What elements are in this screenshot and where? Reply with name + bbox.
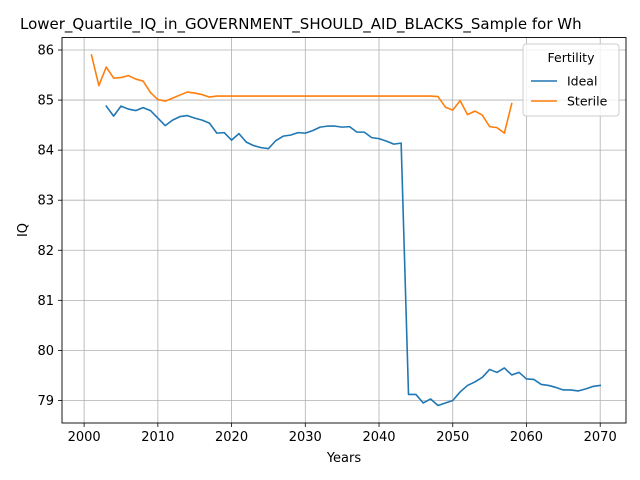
- legend-label-ideal: Ideal: [567, 74, 597, 89]
- x-axis: 2000 2010 2020 2030 2040 2050 2060 2070: [68, 423, 617, 445]
- series-line-ideal: [105, 104, 602, 407]
- y-tick-label: 79: [37, 394, 54, 409]
- y-tick-label: 83: [37, 194, 54, 209]
- y-tick-label: 82: [37, 244, 54, 259]
- x-axis-label: Years: [326, 451, 362, 466]
- x-tick-label: 2020: [215, 430, 248, 445]
- legend-label-sterile: Sterile: [567, 94, 608, 109]
- chart-title: Lower_Quartile_IQ_in_GOVERNMENT_SHOULD_A…: [20, 15, 582, 34]
- legend-title: Fertility: [548, 50, 596, 65]
- y-tick-label: 84: [37, 144, 54, 159]
- x-tick-label: 2050: [436, 430, 469, 445]
- x-tick-label: 2030: [289, 430, 322, 445]
- y-axis: 79 80 81 82 83 84 85 86: [37, 44, 62, 409]
- y-tick-label: 80: [37, 344, 54, 359]
- y-tick-label: 81: [37, 294, 54, 309]
- x-tick-label: 2040: [362, 430, 395, 445]
- y-tick-label: 86: [37, 44, 54, 59]
- plot-frame: [61, 37, 627, 424]
- x-tick-label: 2070: [584, 430, 617, 445]
- series-line-sterile: [90, 54, 513, 134]
- x-tick-label: 2000: [68, 430, 101, 445]
- x-tick-label: 2060: [510, 430, 543, 445]
- legend-box: [522, 43, 620, 117]
- series-layer: [90, 54, 602, 407]
- y-axis-label: IQ: [16, 223, 31, 237]
- y-tick-label: 85: [37, 94, 54, 109]
- x-tick-label: 2010: [141, 430, 174, 445]
- legend: Fertility Ideal Sterile: [522, 43, 620, 117]
